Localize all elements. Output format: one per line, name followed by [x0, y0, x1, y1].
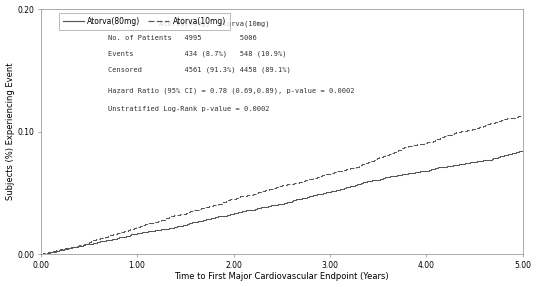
Text: No. of Patients   4995         5006: No. of Patients 4995 5006	[108, 35, 257, 41]
Text: Hazard Ratio (95% CI) = 0.78 (0.69,0.89), p-value = 0.0002: Hazard Ratio (95% CI) = 0.78 (0.69,0.89)…	[108, 88, 354, 94]
Text: Atorva(80mg)  Atorva(10mg): Atorva(80mg) Atorva(10mg)	[108, 20, 270, 27]
Text: Censored          4561 (91.3%) 4458 (89.1%): Censored 4561 (91.3%) 4458 (89.1%)	[108, 67, 291, 73]
Text: Events            434 (8.7%)   548 (10.9%): Events 434 (8.7%) 548 (10.9%)	[108, 51, 287, 57]
X-axis label: Time to First Major Cardiovascular Endpoint (Years): Time to First Major Cardiovascular Endpo…	[175, 272, 389, 282]
Y-axis label: Subjects (%) Experiencing Event: Subjects (%) Experiencing Event	[5, 63, 14, 201]
Text: Unstratified Log-Rank p-value = 0.0002: Unstratified Log-Rank p-value = 0.0002	[108, 106, 270, 112]
Legend: Atorva(80mg), Atorva(10mg): Atorva(80mg), Atorva(10mg)	[59, 13, 229, 30]
